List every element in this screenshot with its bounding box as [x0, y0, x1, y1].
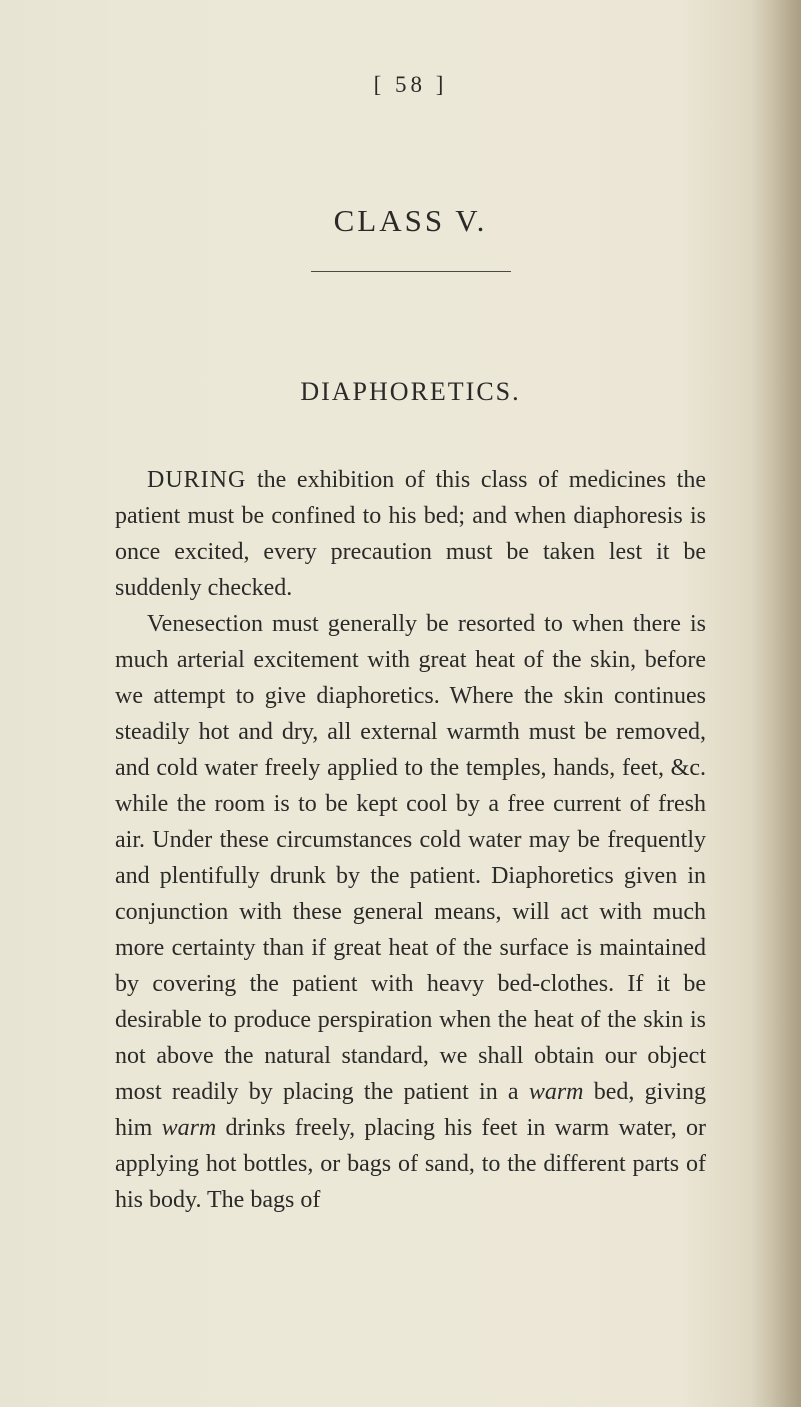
body-text: DURING the exhibition of this class of m…: [115, 462, 706, 1218]
spine-shadow: [751, 0, 801, 1407]
heading-divider: [311, 271, 511, 272]
page-number: [ 58 ]: [115, 72, 706, 98]
lead-word: DURING: [147, 467, 246, 493]
italic-warm-1: warm: [529, 1079, 584, 1105]
paragraph-2-part1: Venesection must generally be resorted t…: [115, 611, 706, 1105]
paragraph-2: Venesection must generally be resorted t…: [115, 606, 706, 1218]
italic-warm-2: warm: [162, 1115, 217, 1141]
section-heading: DIAPHORETICS.: [115, 377, 706, 407]
paragraph-1: DURING the exhibition of this class of m…: [115, 462, 706, 606]
class-heading: CLASS V.: [115, 203, 706, 239]
